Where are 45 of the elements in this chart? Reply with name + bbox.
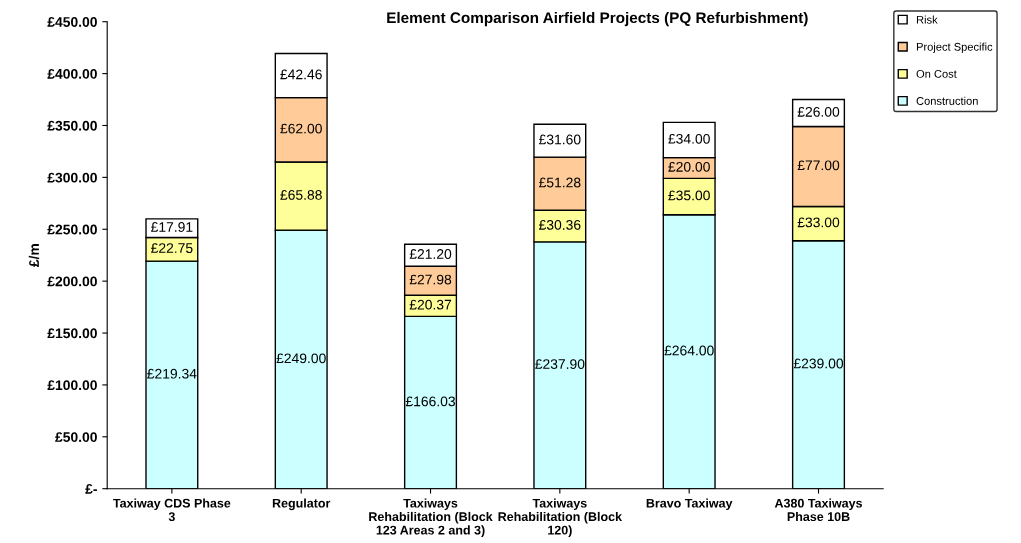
data-label: £249.00 [276, 353, 326, 364]
x-tick-label: Taxiways Rehabilitation (Block 123 Areas 2 and 3) [369, 498, 493, 537]
data-label: £20.37 [409, 299, 452, 310]
x-tick-label: Regulator [272, 498, 331, 511]
data-label: £30.36 [539, 219, 581, 230]
x-tick-label: Bravo Taxiway [646, 498, 733, 511]
y-tick-label: £350.00 [47, 120, 97, 131]
y-tick-label: £50.00 [55, 432, 97, 442]
x-tick-label: Taxiways Rehabilitation (Block 120) [498, 498, 623, 537]
data-label: £27.98 [409, 274, 452, 285]
data-label: £31.60 [539, 134, 581, 145]
y-tick-label: £150.00 [47, 328, 97, 339]
data-label: £264.00 [664, 345, 714, 356]
data-label: £65.88 [280, 190, 322, 200]
data-label: £22.75 [151, 243, 193, 254]
data-label: £33.00 [797, 217, 840, 228]
y-tick-label: £300.00 [47, 172, 97, 183]
data-label: £77.00 [797, 160, 840, 171]
data-label: £62.00 [280, 123, 322, 134]
data-label: £20.00 [668, 161, 710, 172]
y-tick-label: £100.00 [47, 380, 97, 391]
data-label: £237.90 [535, 359, 585, 369]
y-tick-label: £- [85, 484, 97, 494]
data-label: £21.20 [409, 249, 452, 259]
y-tick-label: £250.00 [47, 224, 97, 235]
data-label: £166.03 [405, 396, 456, 407]
x-tick-label: Taxiway CDS Phase 3 [113, 498, 231, 522]
chart-title: Element Comparison Airfield Projects (PQ Refurbishment) [387, 11, 808, 27]
data-label: £35.00 [668, 190, 710, 201]
data-label: £26.00 [797, 106, 840, 117]
data-label: £239.00 [793, 358, 844, 369]
y-tick-label: £400.00 [47, 68, 97, 79]
legend-label: Construction [916, 96, 978, 105]
data-label: £51.28 [539, 177, 581, 188]
legend-label: Risk [916, 15, 938, 24]
y-axis-title: £/m [28, 244, 40, 268]
legend-label: On Cost [916, 69, 957, 78]
legend-label: Project Specific [916, 42, 993, 53]
y-tick-label: £450.00 [47, 17, 97, 27]
data-label: £17.91 [151, 222, 193, 232]
data-label: £34.00 [668, 133, 710, 144]
data-label: £219.34 [147, 368, 197, 379]
y-tick-label: £200.00 [47, 276, 97, 287]
data-label: £42.46 [280, 69, 322, 80]
x-tick-label: A380 Taxiways Phase 10B [774, 498, 863, 522]
